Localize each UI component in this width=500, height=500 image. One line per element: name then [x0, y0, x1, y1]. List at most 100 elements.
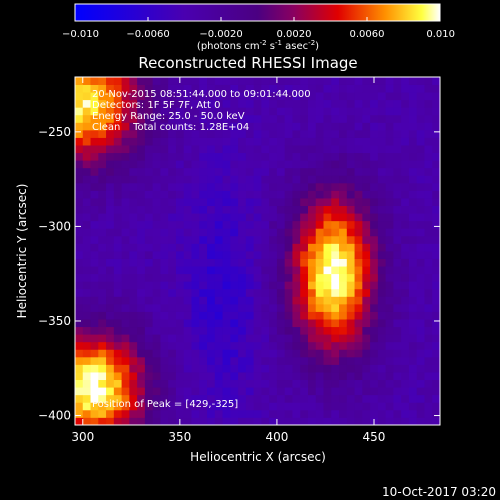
heatmap-cell [284, 251, 293, 259]
heatmap-cell [245, 182, 255, 191]
heatmap-cell [222, 182, 231, 191]
heatmap-cell [222, 266, 231, 275]
heatmap-cell [393, 99, 402, 108]
heatmap-cell [191, 319, 200, 328]
heatmap-cell [261, 235, 270, 244]
heatmap-cell [339, 326, 348, 335]
heatmap-cell [253, 258, 262, 267]
heatmap-cell [90, 394, 99, 403]
heatmap-cell [432, 281, 441, 290]
heatmap-cell [129, 228, 138, 237]
heatmap-cell [432, 129, 441, 138]
heatmap-cell [416, 281, 425, 290]
heatmap-cell [261, 273, 270, 282]
heatmap-cell [432, 160, 441, 169]
heatmap-cell [354, 311, 363, 320]
heatmap-cell [129, 311, 138, 320]
heatmap-cell [230, 288, 239, 297]
heatmap-cell [261, 137, 270, 146]
heatmap-cell [346, 319, 355, 328]
heatmap-cell [261, 205, 270, 214]
heatmap-cell [370, 349, 379, 358]
heatmap-cell [199, 107, 208, 116]
heatmap-cell [424, 394, 433, 403]
heatmap-cell [416, 258, 425, 267]
heatmap-cell [183, 334, 192, 343]
heatmap-cell [331, 273, 340, 282]
heatmap-cell [408, 409, 418, 418]
heatmap-cell [292, 349, 301, 358]
heatmap-cell [432, 99, 441, 108]
heatmap-cell [160, 364, 169, 373]
heatmap-cell [339, 356, 348, 365]
heatmap-cell [144, 92, 154, 101]
heatmap-cell [416, 77, 425, 85]
heatmap-cell [393, 266, 402, 275]
heatmap-cell [269, 122, 278, 131]
heatmap-cell [199, 387, 208, 396]
heatmap-cell [183, 198, 192, 207]
heatmap-cell [408, 167, 418, 176]
heatmap-cell [408, 394, 418, 403]
y-tick-label: −350 [38, 314, 71, 328]
heatmap-cell [424, 319, 433, 328]
heatmap-cell [113, 213, 122, 222]
heatmap-cell [238, 273, 247, 282]
heatmap-cell [230, 175, 239, 184]
heatmap-cell [183, 235, 192, 244]
heatmap-cell [245, 334, 255, 343]
heatmap-cell [331, 372, 340, 381]
heatmap-cell [416, 349, 425, 358]
heatmap-cell [300, 205, 309, 214]
heatmap-cell [82, 364, 91, 373]
heatmap-cell [362, 152, 371, 161]
heatmap-cell [432, 266, 441, 275]
heatmap-cell [354, 379, 363, 388]
heatmap-cell [339, 77, 348, 85]
heatmap-cell [160, 175, 169, 184]
heatmap-cell [152, 251, 161, 259]
heatmap-cell [121, 387, 130, 396]
heatmap-cell [82, 84, 91, 93]
heatmap-cell [408, 387, 418, 396]
heatmap-cell [354, 341, 363, 350]
heatmap-cell [121, 160, 130, 169]
heatmap-cell [261, 311, 270, 320]
heatmap-cell [315, 319, 324, 328]
heatmap-cell [393, 326, 402, 335]
heatmap-cell [432, 258, 441, 267]
heatmap-cell [106, 99, 115, 108]
heatmap-cell [82, 303, 91, 312]
heatmap-cell [401, 402, 410, 411]
heatmap-cell [75, 296, 84, 305]
heatmap-cell [323, 77, 332, 85]
heatmap-cell [377, 417, 387, 426]
heatmap-cell [300, 99, 309, 108]
heatmap-cell [121, 107, 130, 116]
heatmap-cell [183, 326, 192, 335]
heatmap-cell [214, 182, 223, 191]
heatmap-cell [331, 190, 340, 199]
heatmap-cell [238, 356, 247, 365]
heatmap-cell [339, 152, 348, 161]
heatmap-cell [401, 417, 410, 426]
heatmap-cell [199, 334, 208, 343]
heatmap-cell [175, 379, 185, 388]
heatmap-cell [276, 235, 286, 244]
heatmap-cell [393, 273, 402, 282]
heatmap-cell [106, 235, 115, 244]
heatmap-cell [323, 129, 332, 138]
heatmap-cell [346, 341, 355, 350]
heatmap-cell [253, 160, 262, 169]
heatmap-cell [362, 266, 371, 275]
heatmap-cell [207, 311, 216, 320]
heatmap-cell [98, 77, 107, 85]
heatmap-cell [144, 409, 154, 418]
heatmap-cell [346, 77, 355, 85]
heatmap-cell [354, 114, 363, 123]
heatmap-cell [90, 356, 99, 365]
heatmap-cell [121, 349, 130, 358]
heatmap-cell [214, 326, 223, 335]
heatmap-cell [253, 387, 262, 396]
heatmap-cell [300, 319, 309, 328]
